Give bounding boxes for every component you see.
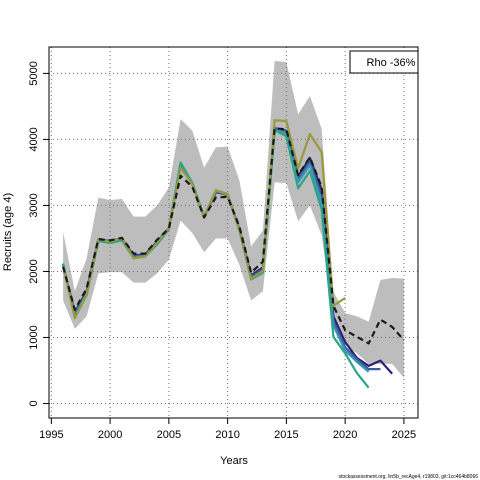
x-tick-label: 2010: [215, 429, 239, 441]
x-tick-label: 2005: [157, 429, 181, 441]
y-tick-label: 5000: [28, 61, 40, 85]
confidence-band-layer: [63, 60, 404, 378]
x-tick-label: 2015: [274, 429, 298, 441]
y-tick-label: 4000: [28, 127, 40, 151]
y-tick-label: 2000: [28, 259, 40, 283]
series-line-dashed: [62, 127, 405, 345]
y-axis: 0 1000 2000 3000 4000 5000: [28, 61, 49, 407]
x-axis: 1995 2000 2005 2010 2015 2020 2025: [39, 418, 416, 441]
series-layer: [62, 119, 405, 389]
footer-text: stockassessment.org, lin5b_recAge4, r198…: [338, 474, 478, 480]
y-tick-label: 3000: [28, 193, 40, 217]
x-tick-label: 1995: [39, 429, 63, 441]
x-tick-label: 2025: [392, 429, 416, 441]
legend-text: Rho -36%: [367, 57, 416, 69]
legend: Rho -36%: [349, 50, 419, 74]
x-tick-label: 2020: [333, 429, 357, 441]
y-axis-title: Recruits (age 4): [2, 193, 14, 271]
grid-layer: [49, 47, 418, 418]
x-axis-title: Years: [220, 455, 248, 467]
x-tick-label: 2000: [98, 429, 122, 441]
legend-box: [349, 50, 419, 74]
y-tick-label: 0: [28, 400, 40, 406]
confidence-band: [63, 60, 404, 378]
plot-frame: [48, 46, 419, 419]
y-tick-label: 1000: [28, 325, 40, 349]
